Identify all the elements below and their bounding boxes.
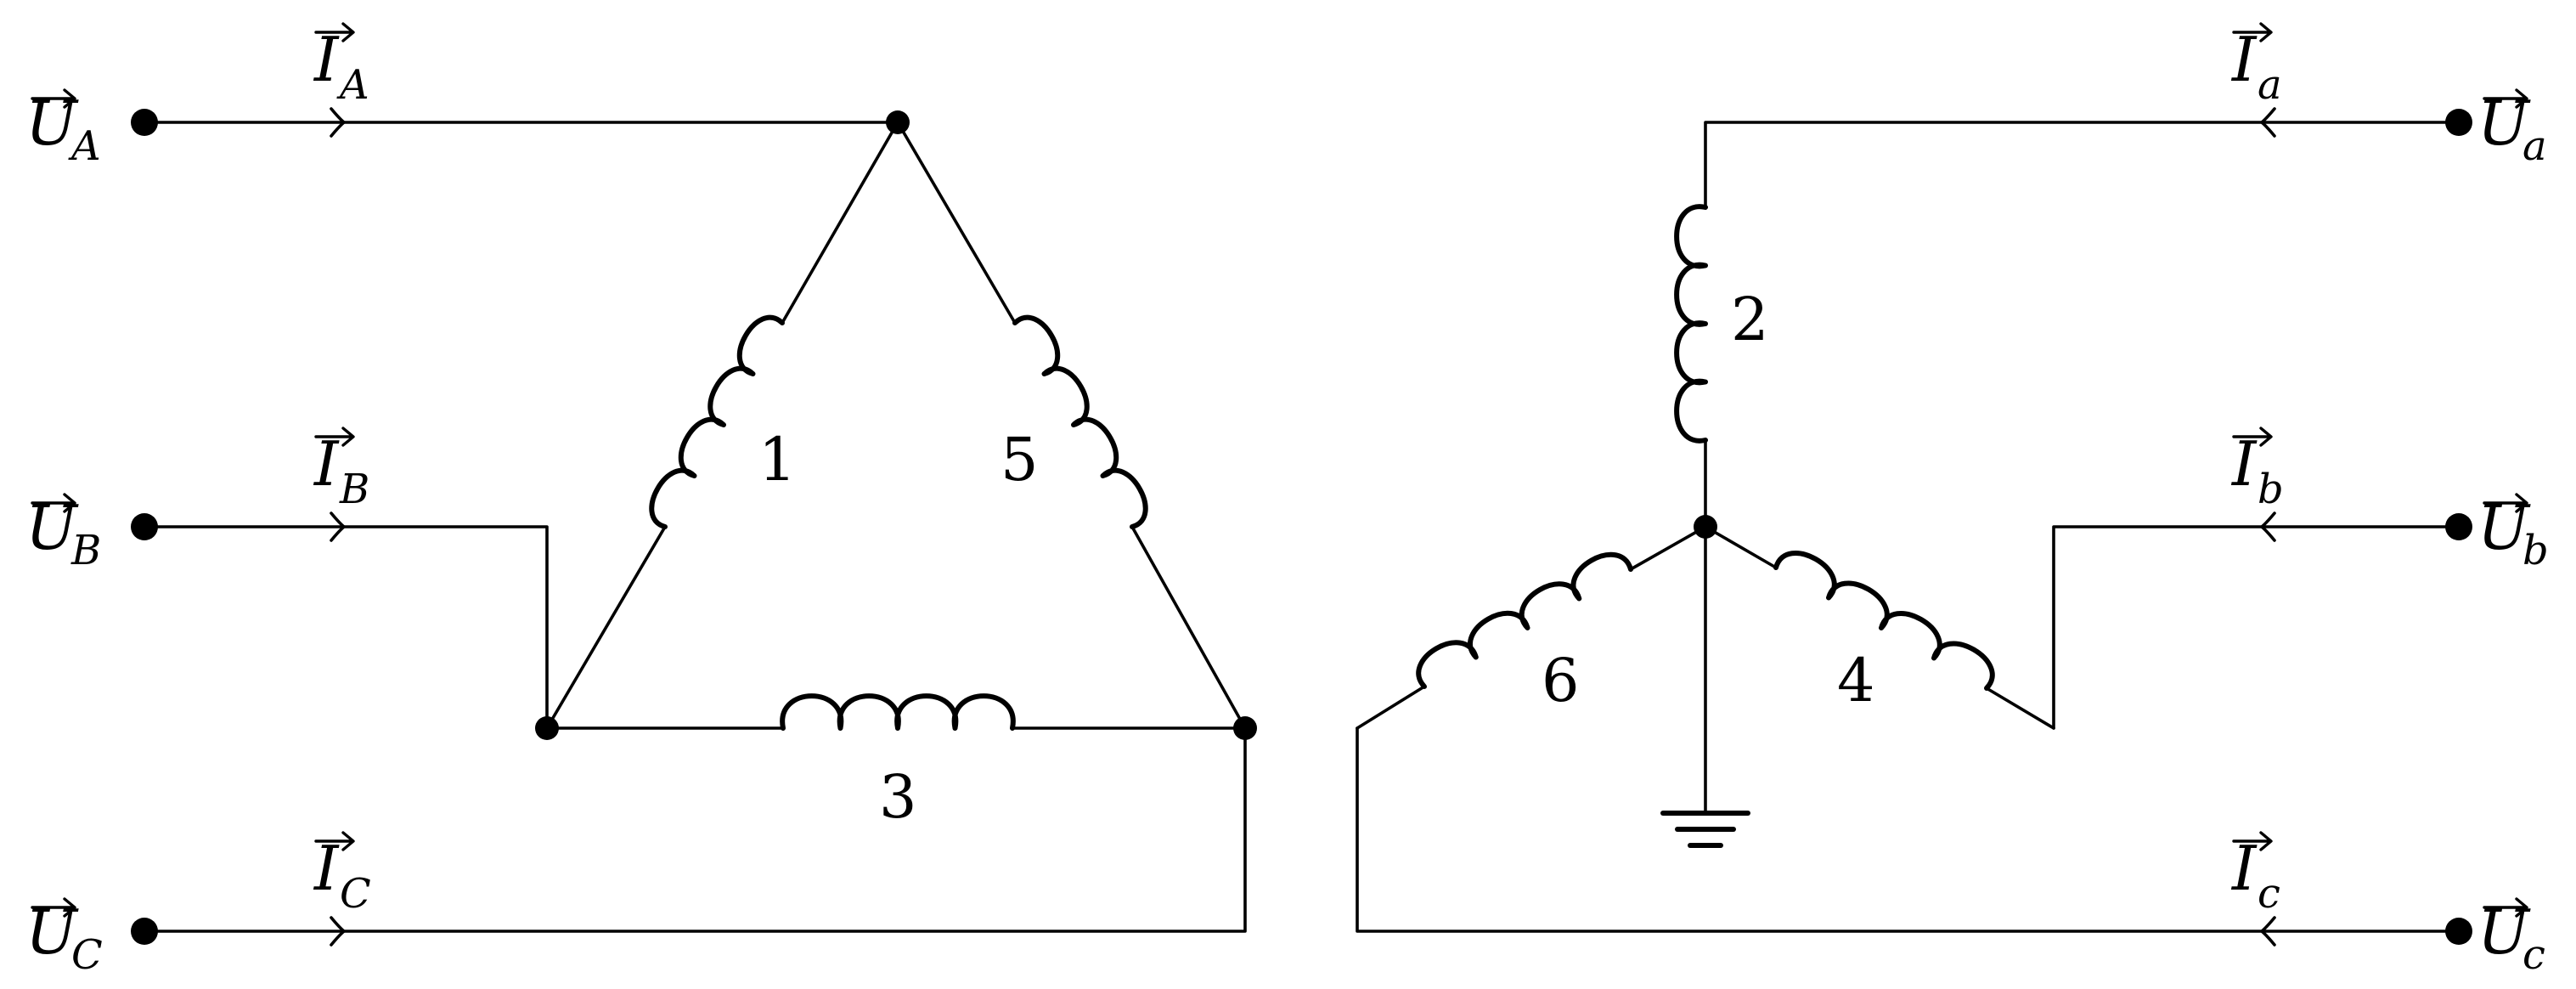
winding-3 (780, 693, 1016, 731)
current-arrow-b-sec (2260, 511, 2276, 542)
current-label-a: I A (313, 22, 369, 109)
winding-label-1: 1 (758, 425, 797, 494)
winding-label-6: 6 (1542, 646, 1580, 715)
current-label-a-sec: I a (2230, 22, 2282, 109)
svg-text:I: I (2230, 833, 2258, 904)
voltage-label-a: U A (25, 88, 101, 170)
wire-delta-5b (1130, 525, 1247, 730)
svg-text:I: I (2230, 24, 2258, 95)
svg-text:U: U (25, 88, 79, 159)
node-delta-top (886, 110, 910, 134)
wire-winding-4-top (1704, 525, 1778, 569)
winding-2 (1674, 204, 1708, 444)
current-arrow-b (330, 511, 346, 542)
secondary-star (1356, 107, 2472, 947)
winding-6 (1416, 551, 1633, 689)
wire-line-b-sec (2052, 525, 2460, 730)
svg-text:a: a (2522, 122, 2547, 170)
winding-label-4: 4 (1837, 646, 1875, 715)
svg-text:I: I (313, 428, 340, 500)
current-arrow-c-sec (2260, 916, 2276, 947)
wire-delta-5a (896, 121, 1017, 325)
voltage-label-b: U B (25, 492, 101, 574)
wire-winding-6-bottom (1356, 685, 1426, 730)
node-delta-right (1233, 716, 1257, 740)
svg-text:I: I (313, 24, 340, 95)
current-arrow-a (330, 107, 346, 138)
wire-line-c (143, 726, 1247, 933)
ground-icon (1660, 811, 1750, 848)
current-label-b: I B (313, 427, 369, 513)
svg-text:U: U (2477, 896, 2531, 968)
wire-winding-6-top (1629, 525, 1707, 571)
current-arrow-a-sec (2260, 107, 2276, 138)
current-label-c: I C (313, 831, 371, 918)
svg-text:U: U (2477, 88, 2531, 159)
svg-text:B: B (339, 466, 369, 513)
wire-winding-4-bottom (1985, 687, 2055, 730)
svg-text:I: I (2230, 428, 2258, 500)
current-label-b-sec: I b (2230, 427, 2284, 513)
svg-text:c: c (2522, 931, 2545, 979)
svg-text:a: a (2258, 61, 2282, 109)
svg-text:C: C (340, 870, 371, 918)
svg-text:U: U (2477, 492, 2531, 563)
svg-text:I: I (313, 833, 340, 904)
svg-text:B: B (70, 527, 101, 574)
terminal-c (131, 918, 158, 945)
winding-label-2: 2 (1731, 285, 1769, 354)
terminal-a-sec (2445, 109, 2472, 136)
voltage-label-c-sec: U c (2477, 896, 2545, 979)
current-label-c-sec: I c (2230, 831, 2280, 918)
wire-delta-1a (781, 121, 899, 325)
svg-text:C: C (71, 931, 103, 979)
svg-text:c: c (2258, 870, 2280, 918)
voltage-label-b-sec: U b (2477, 492, 2549, 574)
node-delta-left (535, 716, 559, 740)
wire-line-b (143, 525, 549, 730)
svg-text:U: U (25, 492, 79, 563)
winding-label-3: 3 (879, 762, 917, 832)
terminal-a (131, 109, 158, 136)
terminal-c-sec (2445, 918, 2472, 945)
voltage-label-c: U C (25, 896, 103, 979)
node-star-center (1694, 515, 1717, 539)
terminal-b-sec (2445, 513, 2472, 540)
wire-line-a-sec (1704, 121, 2460, 209)
winding-4 (1773, 551, 1995, 691)
svg-text:U: U (25, 896, 79, 968)
svg-text:A: A (68, 122, 101, 170)
wire-line-c-sec (1356, 726, 2460, 933)
winding-1 (649, 314, 785, 529)
wire-delta-1b (545, 525, 667, 730)
voltage-label-a-sec: U a (2477, 88, 2547, 170)
current-arrow-c (330, 916, 346, 947)
winding-label-5: 5 (1001, 425, 1039, 494)
svg-text:b: b (2522, 527, 2549, 574)
svg-text:b: b (2258, 466, 2284, 513)
winding-5 (1012, 314, 1148, 529)
terminal-b (131, 513, 158, 540)
svg-text:A: A (336, 61, 369, 109)
primary-delta (131, 107, 1257, 947)
